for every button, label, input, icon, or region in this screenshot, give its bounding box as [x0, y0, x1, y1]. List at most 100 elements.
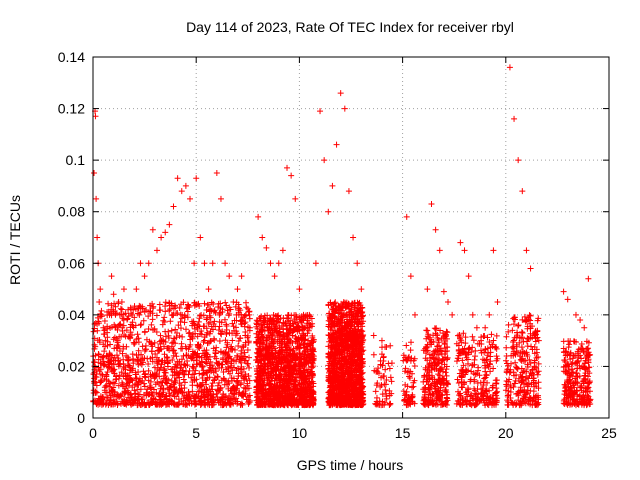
data-point: [101, 375, 108, 382]
data-point: [217, 384, 224, 391]
data-point: [242, 319, 249, 326]
data-point: [143, 336, 150, 343]
data-point: [118, 306, 125, 313]
data-point: [242, 299, 249, 306]
data-point: [188, 355, 195, 362]
data-point: [199, 374, 206, 381]
data-point: [223, 330, 230, 337]
data-point: [118, 369, 125, 376]
data-point: [129, 351, 136, 358]
data-point: [194, 354, 201, 361]
data-point: [165, 376, 172, 383]
data-point: [283, 315, 290, 322]
data-point: [111, 370, 118, 377]
data-point: [158, 402, 165, 409]
data-point: [144, 386, 151, 393]
data-point: [245, 372, 252, 379]
data-point: [220, 368, 227, 375]
data-point: [114, 344, 121, 351]
data-point: [407, 347, 414, 354]
data-point: [112, 303, 119, 310]
data-point: [237, 307, 244, 314]
data-point: [131, 341, 138, 348]
data-point: [102, 382, 109, 389]
data-point: [108, 302, 115, 309]
data-point: [161, 314, 168, 321]
data-point: [152, 350, 159, 357]
data-point: [120, 322, 127, 329]
data-point: [168, 311, 175, 318]
data-point: [246, 399, 253, 406]
data-point: [207, 314, 214, 321]
data-point: [226, 401, 233, 408]
data-point: [204, 353, 211, 360]
data-point: [177, 325, 184, 332]
data-point: [185, 389, 192, 396]
data-point: [197, 397, 204, 404]
data-point: [172, 350, 179, 357]
data-point: [234, 377, 241, 384]
data-point: [131, 303, 138, 310]
data-point: [208, 383, 215, 390]
data-point: [188, 374, 195, 381]
data-point: [177, 318, 184, 325]
data-point: [203, 325, 210, 332]
data-point: [175, 396, 182, 403]
data-point: [163, 354, 170, 361]
data-point: [141, 371, 148, 378]
data-point: [471, 356, 478, 363]
data-point: [178, 356, 185, 363]
data-point: [244, 332, 251, 339]
data-point: [135, 335, 142, 342]
data-point: [469, 333, 476, 340]
data-point: [488, 331, 495, 338]
data-point: [238, 392, 245, 399]
data-point: [171, 335, 178, 342]
data-point: [221, 381, 228, 388]
data-point: [181, 361, 188, 368]
data-point: [388, 378, 395, 385]
data-point: [178, 385, 185, 392]
data-point: [99, 354, 106, 361]
data-point: [185, 394, 192, 401]
data-point: [159, 386, 166, 393]
data-point: [125, 313, 132, 320]
data-point: [120, 365, 127, 372]
data-point: [207, 306, 214, 313]
data-point: [142, 370, 149, 377]
data-point: [470, 337, 477, 344]
data-point: [230, 400, 237, 407]
data-point: [219, 356, 226, 363]
data-point: [104, 369, 111, 375]
data-point: [212, 374, 219, 381]
data-point: [513, 365, 520, 372]
data-point: [168, 366, 175, 373]
data-point: [186, 329, 193, 336]
data-point: [100, 353, 107, 360]
data-point: [242, 339, 249, 346]
data-point: [238, 347, 245, 354]
data-point: [168, 340, 175, 347]
data-point: [129, 365, 136, 372]
data-point: [203, 369, 210, 376]
data-point: [133, 371, 140, 378]
data-point: [97, 379, 104, 386]
data-point: [92, 320, 99, 327]
data-point: [246, 364, 253, 371]
data-point: [161, 319, 168, 326]
data-point: [214, 374, 221, 381]
data-point: [223, 358, 230, 365]
data-point: [225, 378, 232, 385]
data-point: [187, 333, 194, 340]
data-point: [409, 384, 416, 391]
data-point: [106, 351, 113, 358]
data-point: [149, 391, 156, 398]
data-point: [135, 382, 142, 389]
data-point: [97, 360, 104, 367]
data-point: [242, 329, 249, 336]
data-point: [233, 317, 240, 324]
data-point: [104, 334, 111, 341]
data-point: [221, 316, 228, 323]
data-point: [140, 317, 147, 324]
data-point: [120, 311, 127, 318]
